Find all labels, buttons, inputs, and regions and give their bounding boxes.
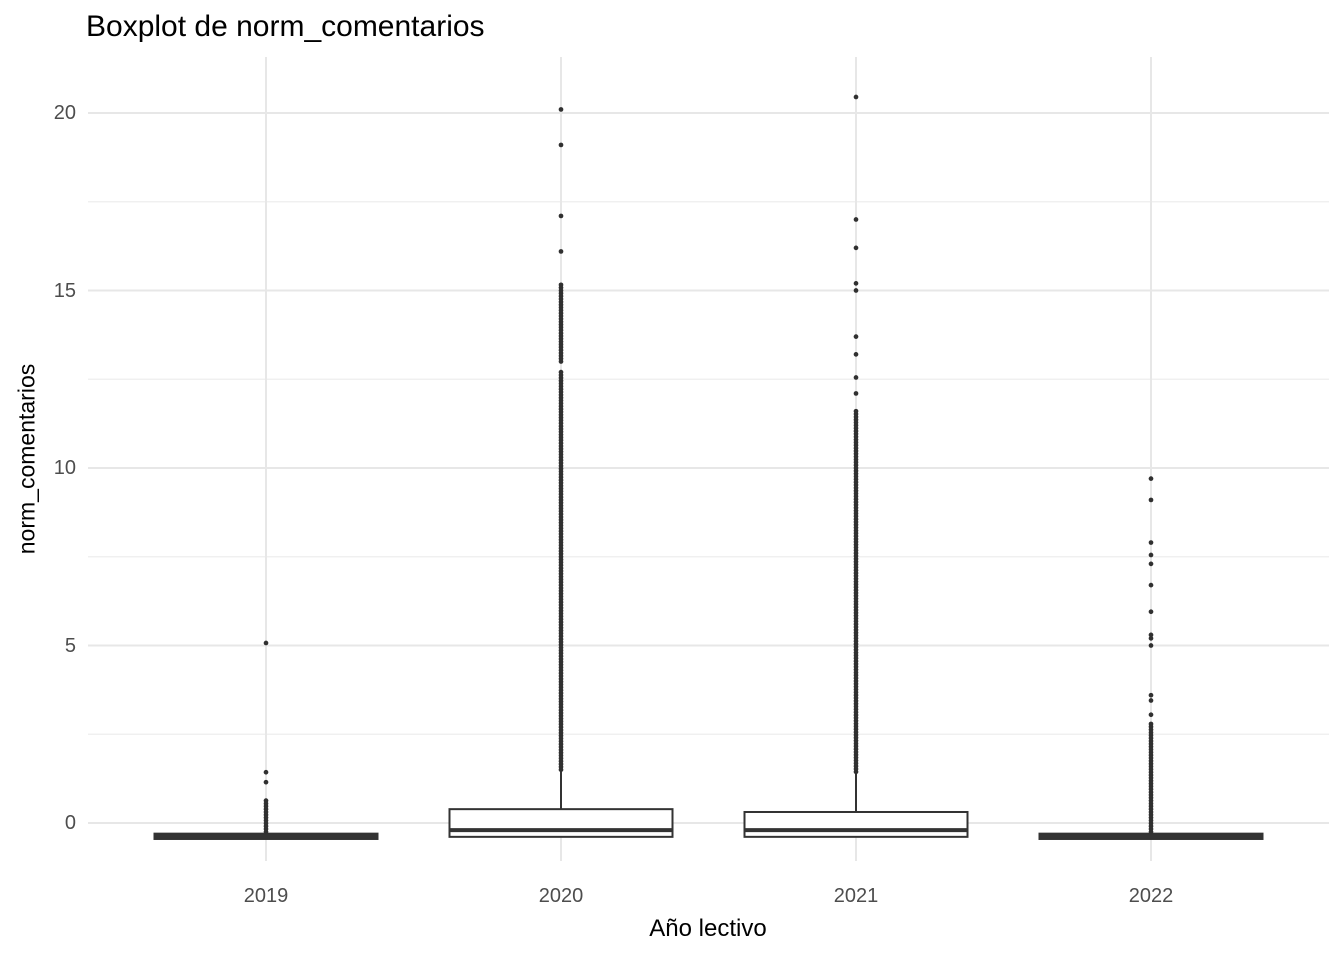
outlier-dot (853, 375, 859, 380)
boxplot-2019 (153, 640, 379, 840)
chart-title: Boxplot de norm_comentarios (86, 10, 485, 43)
outlier-dot (1148, 698, 1154, 703)
outlier-dots (558, 107, 564, 773)
outlier-dot (558, 142, 564, 148)
iqr-box (448, 808, 674, 838)
boxplot-2021 (743, 94, 969, 838)
boxplot-2020 (448, 107, 674, 838)
outlier-dot (558, 213, 564, 219)
outlier-dot (853, 245, 859, 251)
outlier-dot (558, 282, 564, 288)
outlier-dot (853, 94, 859, 100)
outlier-dot (1148, 476, 1154, 481)
outlier-dot (853, 281, 859, 286)
outlier-dots (263, 640, 269, 835)
boxplot-2022 (1038, 476, 1264, 840)
outlier-dots (1148, 476, 1154, 835)
y-tick-label: 5 (64, 634, 76, 657)
x-tick-label: 2020 (538, 885, 584, 907)
outlier-dot (853, 408, 859, 414)
y-tick-label: 10 (53, 457, 76, 479)
outlier-dot (1148, 632, 1154, 638)
outlier-dot (263, 640, 269, 646)
outlier-dot (1148, 721, 1154, 727)
y-tick-label: 0 (64, 812, 76, 834)
outlier-dot (1148, 712, 1154, 718)
outlier-dot (263, 779, 269, 785)
outlier-dot (853, 391, 859, 396)
outlier-dot (1148, 497, 1154, 503)
outlier-dot (558, 107, 564, 112)
outlier-dot (1148, 582, 1154, 588)
outlier-dot (1148, 692, 1154, 698)
outlier-dot (1148, 609, 1154, 615)
outlier-dot (558, 249, 564, 254)
outlier-dot (853, 217, 859, 222)
y-tick-label: 15 (53, 279, 76, 302)
x-tick-label: 2022 (1128, 885, 1174, 907)
outlier-dot (263, 769, 269, 775)
y-tick-label: 20 (53, 102, 76, 124)
outlier-dot (263, 798, 269, 803)
outlier-dot (1148, 561, 1154, 567)
outlier-dot (1148, 643, 1154, 648)
outlier-dot (1148, 540, 1154, 545)
x-tick-label: 2021 (833, 885, 879, 907)
outlier-dots (853, 94, 859, 775)
outlier-dot (853, 352, 859, 357)
x-axis-title: Año lectivo (649, 915, 767, 942)
outlier-dot (1148, 636, 1154, 641)
outlier-dot (853, 288, 859, 293)
outlier-dot (558, 369, 564, 375)
gridlines (88, 57, 1329, 861)
outlier-dot (1148, 552, 1154, 558)
iqr-box (743, 810, 969, 838)
x-tick-label: 2019 (243, 885, 289, 907)
outlier-dot (853, 334, 859, 339)
